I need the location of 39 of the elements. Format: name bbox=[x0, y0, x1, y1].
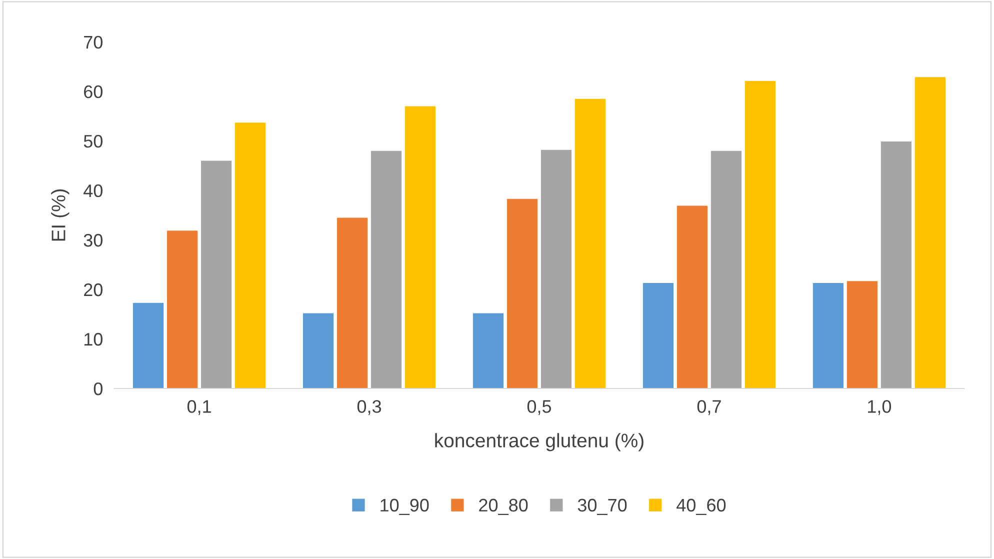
y-tick-label: 70 bbox=[84, 36, 102, 49]
bar bbox=[710, 150, 742, 389]
bar bbox=[200, 160, 232, 389]
bar bbox=[846, 281, 878, 389]
legend-label: 40_60 bbox=[676, 498, 726, 516]
x-tick-label: 1,0 bbox=[868, 400, 892, 416]
x-tick-label: 0,3 bbox=[357, 400, 382, 416]
y-tick-label: 40 bbox=[84, 184, 102, 198]
legend-label: 30_70 bbox=[578, 498, 627, 516]
bar bbox=[167, 230, 198, 389]
y-axis-title: EI (%) bbox=[51, 189, 70, 241]
bar bbox=[744, 81, 776, 389]
y-tick-label: 50 bbox=[84, 134, 102, 148]
bar bbox=[302, 313, 334, 389]
legend-label: 10_90 bbox=[380, 498, 429, 516]
bar bbox=[540, 150, 572, 389]
y-tick-label: 60 bbox=[84, 85, 102, 98]
x-tick-label: 0,5 bbox=[527, 400, 552, 416]
x-tick-label: 0,7 bbox=[697, 400, 721, 416]
y-tick-label: 0 bbox=[94, 382, 102, 396]
bar bbox=[880, 141, 912, 389]
bar bbox=[472, 313, 504, 389]
legend-label: 20_80 bbox=[479, 498, 528, 516]
bar bbox=[404, 106, 436, 389]
bar bbox=[336, 218, 368, 389]
x-tick-label: 0,1 bbox=[187, 400, 211, 416]
x-axis-title: koncentrace glutenu (%) bbox=[435, 433, 644, 452]
bar bbox=[506, 198, 538, 389]
bar bbox=[642, 283, 674, 389]
bar bbox=[133, 302, 164, 389]
bar bbox=[574, 98, 606, 389]
bar bbox=[234, 122, 266, 389]
y-tick-label: 30 bbox=[84, 234, 102, 247]
y-tick-label: 20 bbox=[84, 283, 102, 296]
bar bbox=[370, 150, 402, 389]
bar bbox=[676, 206, 708, 389]
bar bbox=[914, 77, 946, 389]
y-tick-label: 10 bbox=[84, 332, 102, 346]
bar bbox=[812, 283, 844, 389]
